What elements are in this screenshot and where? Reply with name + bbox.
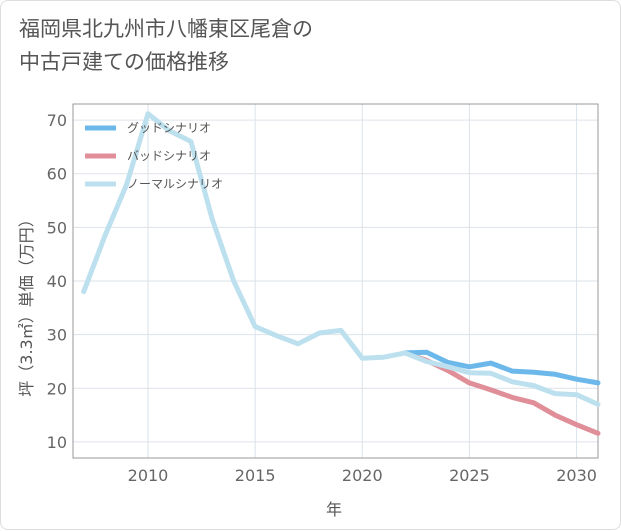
y-tick-label-40: 40: [47, 272, 67, 291]
series-line-2: [81, 111, 601, 407]
x-tick-label-2010: 2010: [128, 466, 169, 485]
series-lines: [81, 111, 601, 436]
x-tick-label-2020: 2020: [342, 466, 383, 485]
series-line-0: [402, 349, 601, 386]
grid: [73, 104, 598, 458]
legend-label-2: ノーマルシナリオ: [127, 177, 223, 191]
y-tick-label-30: 30: [47, 326, 67, 345]
y-tick-label-60: 60: [47, 165, 67, 184]
legend-label-1: バッドシナリオ: [127, 149, 211, 163]
x-tick-label-2025: 2025: [449, 466, 490, 485]
chart-title-line2: 中古戸建ての価格推移: [19, 50, 229, 74]
y-tick-label-20: 20: [47, 379, 67, 398]
chart-title: 福岡県北九州市八幡東区尾倉の 中古戸建ての価格推移: [19, 13, 579, 79]
chart-title-line1: 福岡県北九州市八幡東区尾倉の: [19, 17, 313, 41]
y-tick-label-10: 10: [47, 433, 67, 452]
x-axis-title: 年: [326, 500, 342, 519]
legend-label-0: グッドシナリオ: [127, 121, 211, 135]
y-axis-title: 坪（3.3㎡）単価（万円）: [17, 211, 36, 396]
x-tick-label-2030: 2030: [556, 466, 597, 485]
x-tick-label-2015: 2015: [235, 466, 276, 485]
y-tick-label-70: 70: [47, 111, 67, 130]
y-tick-label-50: 50: [47, 218, 67, 237]
plot-area-border: [72, 103, 599, 459]
